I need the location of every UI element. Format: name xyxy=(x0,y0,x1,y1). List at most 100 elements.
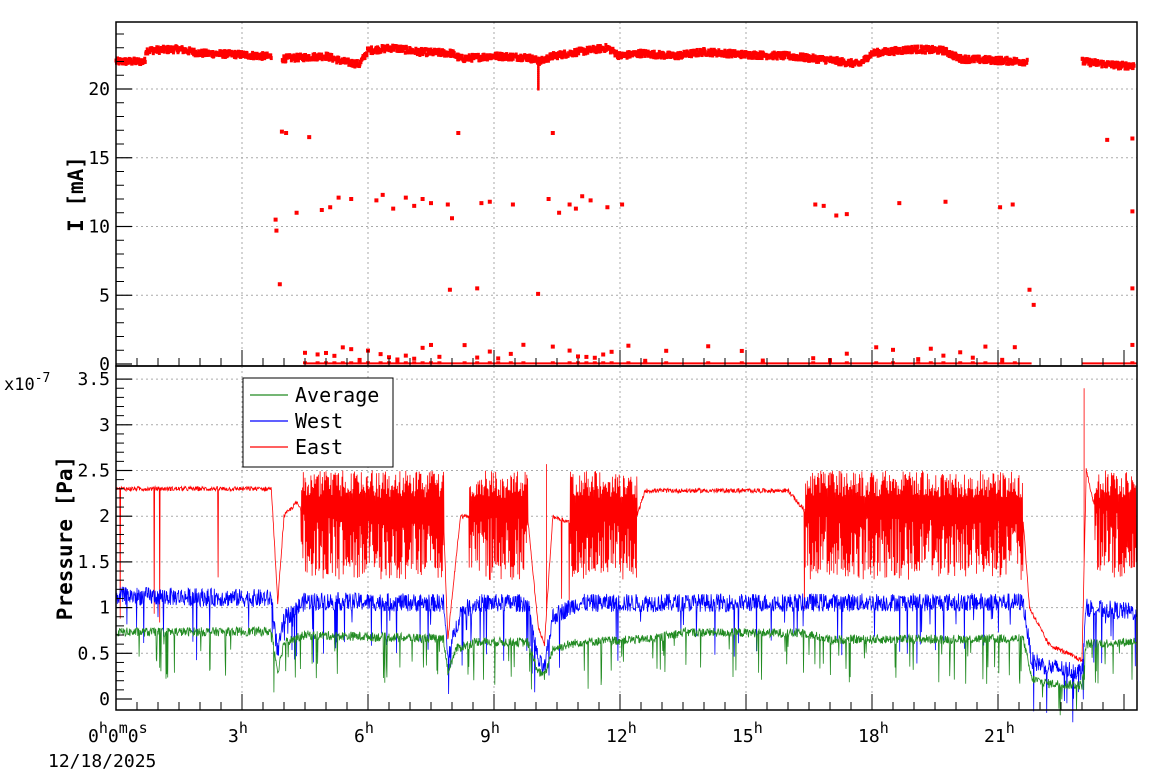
current-point xyxy=(1130,63,1134,68)
current-point xyxy=(192,47,196,52)
current-point xyxy=(445,202,450,207)
current-point xyxy=(664,348,669,353)
current-point xyxy=(505,52,509,57)
current-point xyxy=(457,57,461,62)
current-point xyxy=(349,197,354,201)
current-point xyxy=(403,50,407,55)
current-point xyxy=(642,48,646,53)
current-point xyxy=(232,51,236,56)
current-axes: 0 5 10 15 20 xyxy=(88,33,1125,375)
current-point xyxy=(537,85,540,89)
current-point xyxy=(963,60,967,65)
current-point xyxy=(849,58,853,63)
current-point xyxy=(489,55,493,60)
current-point xyxy=(346,57,350,62)
current-point xyxy=(537,73,540,77)
current-point xyxy=(611,46,615,51)
current-point xyxy=(682,49,686,54)
current-point xyxy=(498,51,502,56)
current-point xyxy=(779,55,783,60)
current-point xyxy=(584,354,589,359)
current-point xyxy=(569,52,573,57)
current-point xyxy=(500,51,504,56)
current-point xyxy=(217,53,221,58)
legend-label-average: Average xyxy=(295,383,379,407)
current-point xyxy=(1096,59,1100,64)
current-point xyxy=(798,52,802,57)
current-point xyxy=(510,202,515,207)
current-point xyxy=(972,59,976,64)
current-point xyxy=(746,50,750,55)
current-point xyxy=(713,49,717,54)
current-point xyxy=(893,50,897,55)
current-point xyxy=(958,350,963,355)
current-point xyxy=(422,50,426,55)
current-point xyxy=(961,55,965,60)
current-y-tick-label: 0 xyxy=(99,354,110,375)
current-point xyxy=(731,53,735,58)
current-point xyxy=(1107,60,1111,65)
current-point xyxy=(588,198,593,203)
current-point xyxy=(311,52,315,57)
current-point xyxy=(844,351,849,356)
pressure-panel: 0 0.5 1 1.5 2 2.5 3 3.5 0h0m0s 3h 6h 9h 12h 15h 18h 21h… xyxy=(4,365,1138,747)
current-point xyxy=(998,205,1003,210)
current-point xyxy=(328,56,332,61)
current-point xyxy=(383,49,387,54)
current-point xyxy=(728,48,732,53)
time-tick-label: 15h xyxy=(732,719,763,747)
current-point xyxy=(620,54,624,59)
current-point xyxy=(567,202,572,207)
current-point xyxy=(245,51,249,56)
pressure-frame xyxy=(115,365,1138,711)
current-point xyxy=(222,52,226,57)
current-point xyxy=(1131,65,1135,70)
current-point xyxy=(1130,286,1135,291)
current-point xyxy=(347,62,351,67)
current-point xyxy=(1100,64,1104,69)
current-point xyxy=(441,52,445,57)
current-point xyxy=(626,343,631,348)
current-point xyxy=(417,48,421,53)
current-point xyxy=(656,54,660,59)
current-point xyxy=(437,354,442,359)
current-point xyxy=(943,199,948,204)
current-point xyxy=(598,44,602,49)
current-point xyxy=(302,58,306,63)
current-point xyxy=(638,54,642,59)
current-point xyxy=(690,54,694,59)
current-point xyxy=(967,54,971,59)
current-point xyxy=(801,52,805,57)
current-point xyxy=(320,52,324,57)
current-point xyxy=(848,63,852,68)
current-point xyxy=(605,205,610,210)
current-point xyxy=(927,46,931,51)
current-point xyxy=(355,59,359,64)
current-point xyxy=(395,357,400,362)
current-point xyxy=(1010,202,1015,207)
current-point xyxy=(643,358,648,363)
pressure-y-axis-label: Pressure [Pa] xyxy=(53,456,77,620)
current-point xyxy=(405,46,409,51)
current-point xyxy=(837,62,841,67)
current-point xyxy=(901,50,905,55)
time-tick-label: 3h xyxy=(228,719,248,747)
current-point xyxy=(403,353,408,358)
current-point xyxy=(884,47,888,52)
current-point xyxy=(804,53,808,58)
current-point xyxy=(666,54,670,59)
current-point xyxy=(537,81,540,85)
current-point xyxy=(332,353,337,358)
current-point xyxy=(616,56,620,61)
current-point xyxy=(952,51,956,56)
current-point xyxy=(193,53,197,58)
current-point xyxy=(821,203,826,208)
current-point xyxy=(497,54,501,59)
current-point xyxy=(172,48,176,53)
current-point xyxy=(832,56,836,61)
current-point xyxy=(659,55,663,60)
current-point xyxy=(459,56,463,61)
current-point xyxy=(537,75,540,79)
current-point xyxy=(349,61,353,66)
current-point xyxy=(786,52,790,57)
